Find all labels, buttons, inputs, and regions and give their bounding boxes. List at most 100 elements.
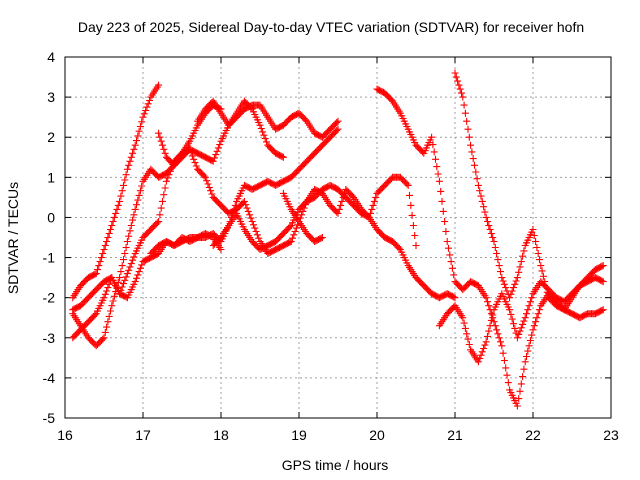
data-point — [513, 402, 521, 410]
data-point-interp — [534, 250, 542, 257]
data-point-interp — [125, 232, 133, 240]
data-point — [443, 238, 451, 245]
data-point-interp — [135, 191, 143, 199]
data-point-interp — [156, 211, 164, 219]
data-point-interp — [127, 260, 135, 268]
data-point — [100, 294, 108, 302]
data-point-interp — [140, 110, 148, 118]
data-markers — [69, 69, 607, 410]
data-point — [482, 338, 490, 346]
data-point-interp — [109, 297, 117, 305]
y-tick-label: -3 — [43, 330, 56, 346]
data-point — [318, 234, 326, 241]
data-point-interp — [512, 277, 520, 285]
data-point-interp — [121, 276, 129, 284]
data-point-interp — [133, 201, 140, 209]
data-point-interp — [127, 153, 135, 161]
data-point-interp — [146, 97, 153, 104]
data-point — [217, 246, 225, 253]
data-point-interp — [515, 395, 523, 403]
data-point-interp — [520, 317, 528, 325]
data-point-interp — [484, 218, 491, 225]
data-point-interp — [525, 302, 533, 310]
data-point-interp — [101, 328, 109, 336]
data-point-interp — [403, 180, 411, 188]
data-point-interp — [211, 154, 218, 162]
y-tick-label: 2 — [47, 129, 55, 145]
data-point-interp — [191, 159, 199, 167]
data-point-interp — [127, 222, 135, 229]
data-point-interp — [477, 351, 485, 359]
data-point-interp — [337, 201, 345, 209]
data-point — [248, 218, 256, 225]
data-point-interp — [159, 141, 166, 149]
data-point-interp — [333, 127, 341, 134]
data-point-interp — [508, 287, 516, 295]
data-point-interp — [126, 157, 134, 165]
data-point-interp — [136, 123, 144, 130]
data-point-interp — [109, 218, 117, 225]
data-point-interp — [122, 244, 130, 251]
data-point — [599, 306, 607, 314]
data-point-interp — [261, 135, 269, 143]
data-point — [240, 197, 248, 205]
data-point-interp — [495, 262, 503, 270]
series-track-k — [435, 262, 607, 366]
data-point — [529, 326, 537, 334]
data-point-interp — [484, 298, 491, 306]
data-point-interp — [465, 133, 473, 141]
data-point-interp — [212, 151, 220, 159]
data-point — [459, 314, 467, 322]
data-point-interp — [159, 197, 166, 205]
data-point-interp — [250, 221, 257, 229]
data-point-interp — [437, 187, 445, 195]
data-point-interp — [91, 270, 99, 278]
data-point-interp — [464, 335, 472, 343]
y-tick-label: -4 — [43, 370, 56, 386]
data-point-interp — [166, 167, 174, 175]
data-point-interp — [472, 168, 480, 176]
data-point-interp — [508, 315, 516, 323]
data-point-interp — [500, 357, 508, 364]
data-point-interp — [487, 310, 495, 318]
data-point-interp — [113, 205, 121, 213]
data-point-interp — [530, 322, 538, 330]
data-point — [116, 197, 124, 205]
series-track-a — [69, 81, 163, 302]
data-point-interp — [469, 155, 477, 163]
data-point-interp — [110, 213, 118, 221]
data-point-interp — [252, 228, 260, 235]
y-axis-label: SDTVAR / TECUs — [5, 182, 21, 294]
data-point-interp — [135, 268, 143, 276]
data-point-interp — [244, 207, 252, 215]
data-point-interp — [543, 288, 551, 296]
data-point-interp — [528, 331, 536, 339]
data-point-interp — [118, 283, 126, 291]
data-point-interp — [143, 103, 151, 111]
data-point-interp — [104, 284, 112, 292]
data-point-interp — [598, 277, 606, 285]
data-point-interp — [430, 148, 438, 156]
y-tick-label: -5 — [43, 410, 56, 426]
data-point-interp — [257, 125, 265, 132]
data-point-interp — [286, 223, 294, 231]
plot-frame — [64, 56, 612, 419]
data-point-interp — [213, 147, 221, 155]
data-point-interp — [255, 234, 263, 242]
data-point-interp — [517, 380, 525, 388]
data-point-interp — [94, 266, 101, 274]
data-point-interp — [519, 373, 527, 381]
data-point-interp — [468, 148, 476, 156]
data-point-interp — [203, 177, 211, 185]
data-point-interp — [200, 172, 208, 180]
data-point-interp — [286, 238, 294, 246]
data-point-interp — [485, 222, 493, 229]
data-point — [428, 133, 436, 141]
data-point-interp — [103, 287, 111, 295]
y-tick-label: -1 — [43, 250, 56, 266]
series-track-b — [69, 101, 225, 350]
data-point-interp — [161, 184, 169, 192]
data-point-interp — [510, 284, 517, 292]
data-point-interp — [463, 330, 471, 338]
data-point — [474, 181, 482, 189]
